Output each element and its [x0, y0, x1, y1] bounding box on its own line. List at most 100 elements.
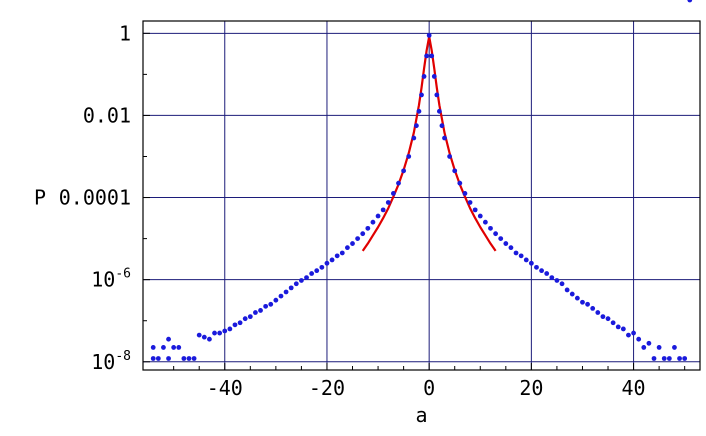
data-point — [345, 245, 350, 251]
data-point — [626, 332, 631, 338]
data-point — [278, 293, 284, 299]
data-point — [212, 330, 217, 336]
data-point — [355, 236, 361, 242]
x-axis-label: a — [415, 403, 427, 427]
data-point — [600, 314, 606, 320]
data-point — [171, 345, 177, 350]
data-point — [413, 123, 419, 129]
data-point — [360, 231, 366, 237]
data-point — [508, 245, 514, 251]
grid — [143, 21, 700, 370]
data-point — [196, 332, 202, 338]
data-point — [429, 53, 435, 59]
y-tick-label-exponent: -8 — [115, 349, 131, 364]
data-point — [549, 275, 555, 281]
data-point — [268, 301, 274, 307]
data-point — [416, 108, 422, 114]
data-point — [253, 310, 258, 315]
data-point — [150, 356, 156, 361]
data-point — [155, 356, 161, 361]
data-point — [186, 356, 192, 361]
data-point — [314, 268, 320, 274]
y-tick-label-base: 10 — [91, 350, 115, 374]
data-point — [574, 295, 580, 301]
data-point — [350, 241, 355, 246]
data-point — [299, 278, 304, 283]
data-point — [434, 92, 440, 98]
data-point — [242, 316, 248, 322]
data-point — [462, 191, 468, 196]
data-point — [482, 219, 488, 225]
data-point — [615, 324, 621, 330]
data-point — [595, 310, 601, 315]
data-point — [329, 257, 335, 263]
data-point — [436, 108, 442, 114]
data-point — [176, 345, 182, 350]
y-axis-label: P — [34, 186, 46, 210]
data-point — [488, 225, 493, 231]
data-point — [564, 287, 570, 293]
data-point — [523, 257, 529, 263]
data-point — [258, 308, 263, 313]
data-point — [222, 328, 228, 334]
data-point — [472, 207, 478, 213]
x-tick-label: -40 — [207, 376, 243, 400]
y-tick-label-exponent: -6 — [115, 267, 131, 282]
data-point — [263, 303, 269, 309]
data-point — [232, 322, 238, 328]
data-point — [283, 289, 289, 295]
data-point — [181, 356, 187, 361]
data-point — [207, 336, 212, 342]
data-point — [447, 154, 453, 159]
data-point — [620, 326, 626, 332]
data-point — [411, 135, 417, 141]
data-point — [682, 356, 688, 361]
data-point — [656, 345, 662, 350]
data-point — [641, 345, 647, 350]
x-tick-label: 40 — [622, 376, 646, 400]
data-point — [661, 356, 667, 361]
data-point — [339, 250, 345, 256]
data-point — [191, 356, 197, 361]
data-point — [237, 320, 243, 326]
data-point — [304, 275, 309, 281]
y-tick-label: 10-6 — [91, 267, 131, 292]
data-point — [365, 225, 371, 231]
data-point — [513, 250, 519, 256]
data-point — [401, 168, 407, 174]
data-point — [569, 291, 575, 297]
data-point — [457, 180, 463, 186]
data-point — [406, 154, 412, 159]
data-point — [150, 345, 156, 350]
data-point — [431, 74, 437, 79]
data-point — [385, 200, 391, 205]
axis-ticks — [143, 32, 686, 370]
data-points — [150, 0, 693, 361]
data-point — [424, 53, 430, 59]
data-point — [651, 356, 657, 361]
plot-frame — [142, 20, 701, 371]
data-point — [610, 320, 616, 326]
y-tick-label: 0.01 — [83, 103, 131, 127]
data-point — [161, 345, 166, 350]
data-point — [439, 123, 445, 129]
data-point — [442, 135, 447, 141]
data-point — [288, 285, 294, 291]
data-point — [677, 356, 682, 361]
data-point — [585, 301, 590, 307]
data-point — [528, 260, 534, 266]
data-point — [227, 326, 233, 332]
data-point — [324, 260, 330, 266]
x-tick-label: 0 — [423, 376, 435, 400]
data-point — [319, 264, 325, 270]
x-tick-labels: -40 -20 0 20 40 — [207, 376, 646, 400]
data-point — [503, 241, 509, 246]
data-point — [201, 334, 207, 340]
data-point — [554, 278, 560, 283]
data-point — [370, 219, 376, 225]
data-point — [539, 268, 544, 274]
x-tick-label: -20 — [309, 376, 345, 400]
data-point — [217, 330, 223, 336]
data-point — [672, 345, 677, 350]
